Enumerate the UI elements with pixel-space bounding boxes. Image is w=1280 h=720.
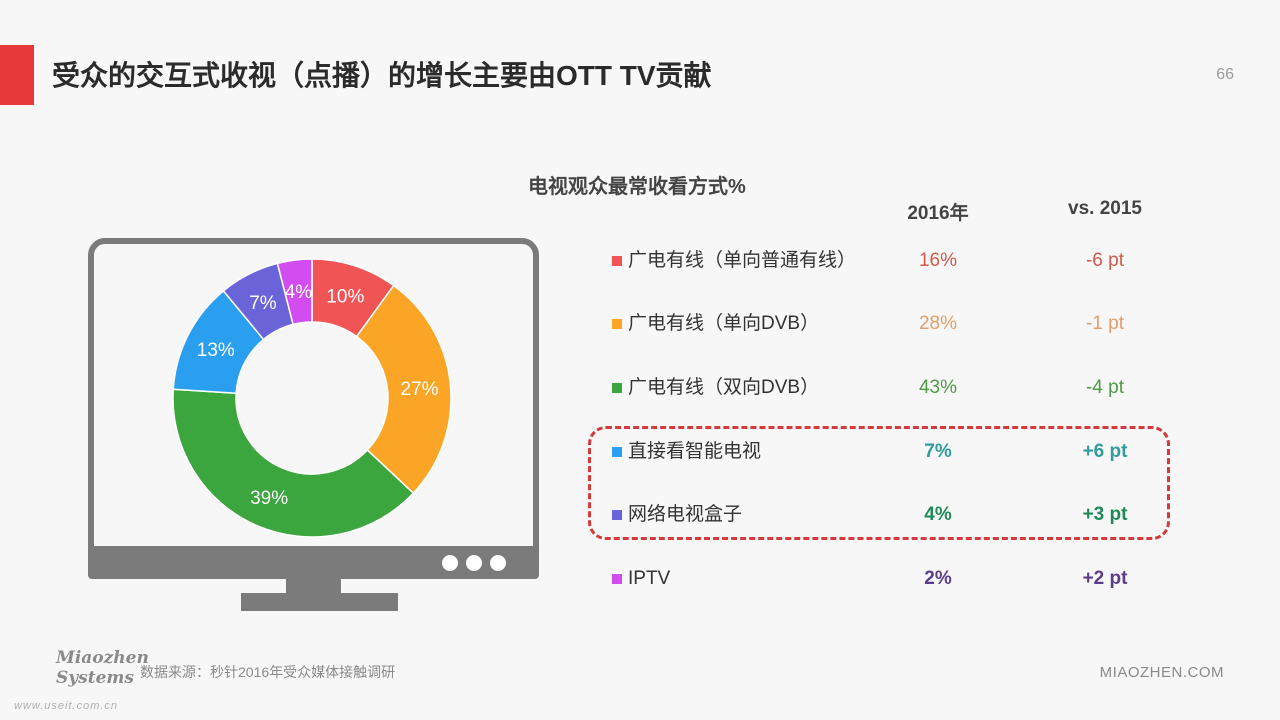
legend-change-vs-2015: -6 pt: [1085, 250, 1125, 271]
legend-row: 广电有线（单向普通有线） 16% -6 pt: [612, 248, 1212, 278]
legend-share-2016: 28%: [918, 313, 958, 334]
legend-share-2016: 2%: [924, 568, 952, 589]
slice-value-label: 27%: [401, 379, 439, 400]
data-source: 数据来源：秒针2016年受众媒体接触调研: [140, 664, 396, 680]
legend-change-vs-2015: -4 pt: [1085, 377, 1125, 398]
donut-chart: 10% 27% 39% 13% 7% 4%: [172, 258, 452, 538]
slice-value-label: 39%: [250, 488, 288, 509]
legend-row: 广电有线（单向DVB） 28% -1 pt: [612, 311, 1212, 341]
tv-button-dot: [442, 555, 458, 571]
legend-swatch: [612, 256, 622, 266]
legend-change-vs-2015: +3 pt: [1082, 504, 1128, 525]
tv-button-dot: [466, 555, 482, 571]
legend-share-2016: 16%: [918, 250, 958, 271]
slice-value-label: 4%: [285, 282, 313, 303]
tv-neck: [286, 579, 341, 595]
column-header-vs-2015: vs. 2015: [1068, 198, 1142, 219]
legend-label: 广电有线（单向普通有线）: [628, 250, 857, 271]
page-number: 66: [1216, 66, 1234, 83]
slice-value-label: 10%: [326, 286, 364, 307]
legend-change-vs-2015: +2 pt: [1082, 568, 1128, 589]
site-url: MIAOZHEN.COM: [1099, 664, 1224, 681]
watermark: www.useit.com.cn: [14, 700, 119, 712]
legend-label: 广电有线（单向DVB）: [628, 313, 820, 334]
legend-label: 网络电视盒子: [628, 504, 743, 525]
legend-swatch: [612, 574, 622, 584]
legend-label: IPTV: [628, 568, 671, 589]
legend-share-2016: 43%: [918, 377, 958, 398]
legend-label: 广电有线（双向DVB）: [628, 377, 820, 398]
legend-share-2016: 4%: [924, 504, 952, 525]
donut-slice: [172, 388, 415, 538]
legend-row: 直接看智能电视 7% +6 pt: [612, 439, 1212, 469]
ott-highlight-box: [588, 426, 1170, 540]
donut-slice: [276, 258, 313, 326]
tv-button-dot: [490, 555, 506, 571]
chart-title: 电视观众最常收看方式%: [528, 176, 746, 198]
title-accent-bar: [0, 45, 34, 105]
legend-row: 网络电视盒子 4% +3 pt: [612, 502, 1212, 532]
legend-change-vs-2015: -1 pt: [1085, 313, 1125, 334]
legend-row: IPTV 2% +2 pt: [612, 566, 1212, 596]
legend-swatch: [612, 383, 622, 393]
tv-bottom-bar: [88, 546, 539, 579]
slice-value-label: 7%: [249, 293, 277, 314]
donut-slice: [355, 284, 452, 495]
legend-share-2016: 7%: [924, 441, 952, 462]
legend-swatch: [612, 319, 622, 329]
legend-swatch: [612, 510, 622, 520]
legend-change-vs-2015: +6 pt: [1082, 441, 1128, 462]
slice-value-label: 13%: [197, 340, 235, 361]
column-header-2016: 2016年: [907, 203, 969, 224]
legend-label: 直接看智能电视: [628, 441, 762, 462]
legend-row: 广电有线（双向DVB） 43% -4 pt: [612, 375, 1212, 405]
legend-swatch: [612, 447, 622, 457]
miaozhen-logo: Miaozhen Systems: [56, 648, 149, 688]
tv-stand: [241, 593, 398, 611]
page-title: 受众的交互式收视（点播）的增长主要由OTT TV贡献: [52, 60, 712, 91]
